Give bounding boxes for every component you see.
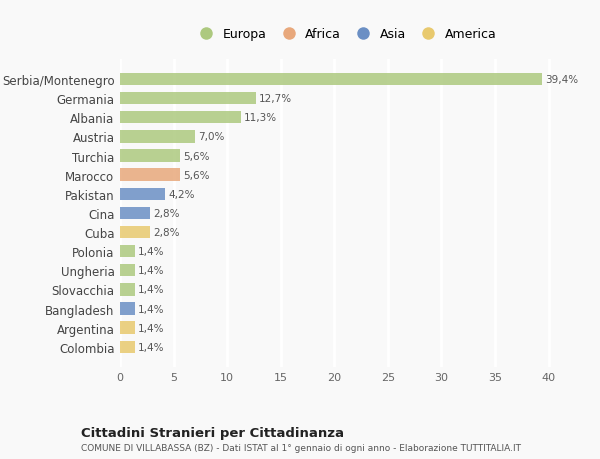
Text: 5,6%: 5,6% — [183, 170, 210, 180]
Bar — [120, 150, 180, 162]
Legend: Europa, Africa, Asia, America: Europa, Africa, Asia, America — [191, 26, 499, 44]
Bar — [120, 264, 135, 277]
Text: 1,4%: 1,4% — [138, 304, 165, 314]
Text: 1,4%: 1,4% — [138, 342, 165, 352]
Text: 1,4%: 1,4% — [138, 246, 165, 257]
Text: 7,0%: 7,0% — [198, 132, 224, 142]
Text: 2,8%: 2,8% — [153, 228, 180, 237]
Text: 1,4%: 1,4% — [138, 323, 165, 333]
Bar — [120, 131, 195, 143]
Bar — [120, 93, 256, 105]
Bar — [120, 169, 180, 181]
Text: 1,4%: 1,4% — [138, 285, 165, 295]
Text: 11,3%: 11,3% — [244, 113, 277, 123]
Bar — [120, 112, 241, 124]
Bar — [120, 207, 150, 220]
Bar — [120, 73, 542, 86]
Bar — [120, 302, 135, 315]
Bar — [120, 246, 135, 258]
Text: 39,4%: 39,4% — [545, 75, 578, 85]
Bar — [120, 322, 135, 334]
Text: 1,4%: 1,4% — [138, 266, 165, 276]
Bar — [120, 226, 150, 239]
Bar — [120, 188, 165, 201]
Text: 5,6%: 5,6% — [183, 151, 210, 161]
Text: COMUNE DI VILLABASSA (BZ) - Dati ISTAT al 1° gennaio di ogni anno - Elaborazione: COMUNE DI VILLABASSA (BZ) - Dati ISTAT a… — [81, 443, 521, 452]
Bar — [120, 341, 135, 353]
Bar — [120, 284, 135, 296]
Text: 2,8%: 2,8% — [153, 208, 180, 218]
Text: 4,2%: 4,2% — [168, 190, 195, 199]
Text: 12,7%: 12,7% — [259, 94, 292, 104]
Text: Cittadini Stranieri per Cittadinanza: Cittadini Stranieri per Cittadinanza — [81, 426, 344, 439]
